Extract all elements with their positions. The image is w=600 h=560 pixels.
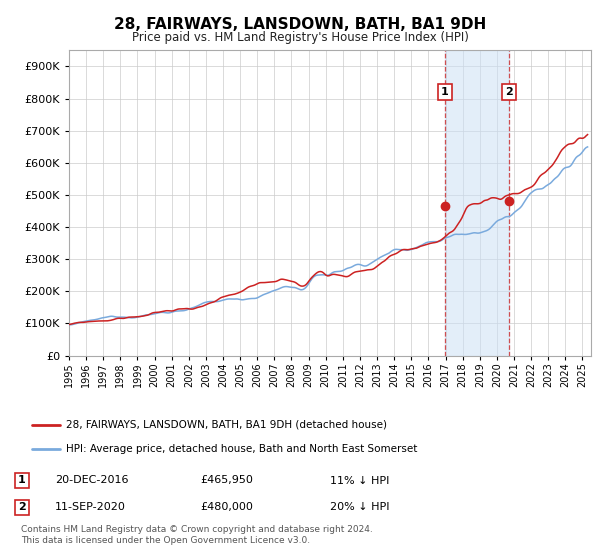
Text: 28, FAIRWAYS, LANSDOWN, BATH, BA1 9DH: 28, FAIRWAYS, LANSDOWN, BATH, BA1 9DH (114, 17, 486, 32)
Text: 2: 2 (18, 502, 26, 512)
Text: £480,000: £480,000 (200, 502, 253, 512)
Text: 11-SEP-2020: 11-SEP-2020 (55, 502, 126, 512)
Text: 20% ↓ HPI: 20% ↓ HPI (330, 502, 389, 512)
Text: 2: 2 (505, 87, 513, 97)
Text: HPI: Average price, detached house, Bath and North East Somerset: HPI: Average price, detached house, Bath… (67, 444, 418, 454)
Text: 1: 1 (18, 475, 26, 486)
Bar (445, 50, 509, 356)
Text: 28, FAIRWAYS, LANSDOWN, BATH, BA1 9DH (detached house): 28, FAIRWAYS, LANSDOWN, BATH, BA1 9DH (d… (67, 419, 388, 430)
Text: £465,950: £465,950 (200, 475, 253, 486)
Text: 1: 1 (441, 87, 449, 97)
Text: 20-DEC-2016: 20-DEC-2016 (55, 475, 128, 486)
Text: Price paid vs. HM Land Registry's House Price Index (HPI): Price paid vs. HM Land Registry's House … (131, 31, 469, 44)
Text: 11% ↓ HPI: 11% ↓ HPI (330, 475, 389, 486)
Text: Contains HM Land Registry data © Crown copyright and database right 2024.
This d: Contains HM Land Registry data © Crown c… (21, 525, 373, 545)
